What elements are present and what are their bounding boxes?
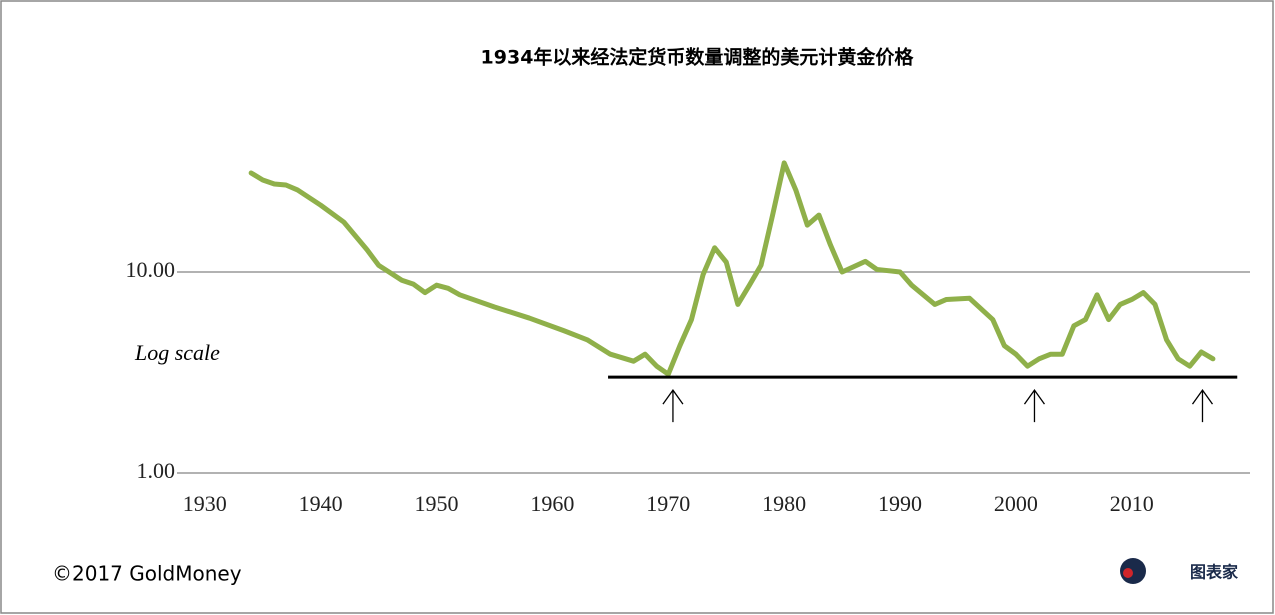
chart-title: 1934年以来经法定货币数量调整的美元计黄金价格 <box>481 46 915 69</box>
x-tick-label: 1970 <box>646 491 690 516</box>
watermark: 图表家 <box>1190 563 1239 582</box>
x-tick-label: 1980 <box>762 491 806 516</box>
x-tick-label: 1990 <box>878 491 922 516</box>
source: ©2017 GoldMoney <box>52 562 242 586</box>
x-tick-label: 1950 <box>415 491 459 516</box>
line <box>248 160 1216 377</box>
arrow <box>1023 388 1045 423</box>
annotation: Log scale <box>134 340 220 365</box>
y-tick-label: 10.00 <box>126 257 176 282</box>
x-tick-label: 1930 <box>183 491 227 516</box>
y-tick-label: 1.00 <box>137 458 176 483</box>
arrow <box>662 388 684 423</box>
x-tick-label: 2010 <box>1110 491 1154 516</box>
x-tick-label: 1960 <box>530 491 574 516</box>
arrow <box>1191 388 1214 423</box>
logo-icon <box>1123 568 1133 578</box>
x-tick-label: 2000 <box>994 491 1038 516</box>
x-tick-label: 1940 <box>299 491 343 516</box>
